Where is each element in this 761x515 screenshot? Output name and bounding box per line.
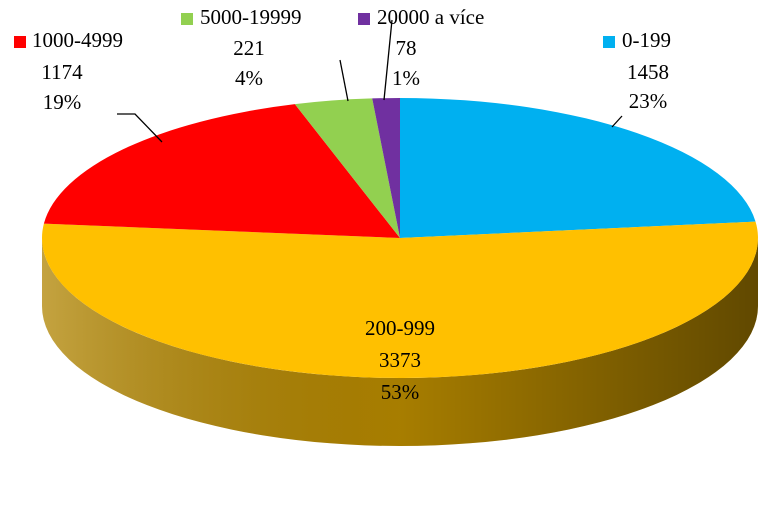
category-label: 200-999 — [365, 316, 435, 340]
slice-side-shade — [42, 238, 758, 446]
slice — [400, 98, 756, 238]
percent-label: 23% — [629, 89, 668, 113]
pie-sides — [42, 238, 758, 446]
percent-label: 4% — [235, 66, 263, 90]
percent-label: 19% — [43, 90, 82, 114]
value-label: 78 — [396, 36, 417, 60]
legend-marker — [14, 36, 26, 48]
leader-line — [383, 19, 393, 101]
category-label: 20000 a více — [377, 5, 484, 29]
slice — [43, 104, 401, 239]
leader-line — [117, 113, 163, 143]
legend-marker — [603, 36, 615, 48]
percent-label: 53% — [381, 380, 420, 404]
category-label: 1000-4999 — [32, 28, 123, 52]
labels: 0-199 1458 23% 200-999 3373 53% 1000-4999 1174 1… — [14, 5, 671, 404]
percent-label: 1% — [392, 66, 420, 90]
leader-line — [611, 115, 623, 128]
category-label: 5000-19999 — [200, 5, 302, 29]
legend-marker — [358, 13, 370, 25]
slice — [294, 98, 400, 239]
value-label: 1458 — [627, 60, 669, 84]
leader-line — [339, 59, 349, 102]
value-label: 3373 — [379, 348, 421, 372]
value-label: 221 — [233, 36, 265, 60]
value-label: 1174 — [41, 60, 83, 84]
category-label: 0-199 — [622, 28, 671, 52]
pie-tops — [41, 98, 759, 379]
slice — [372, 98, 400, 238]
slice — [41, 221, 759, 379]
legend-marker — [181, 13, 193, 25]
